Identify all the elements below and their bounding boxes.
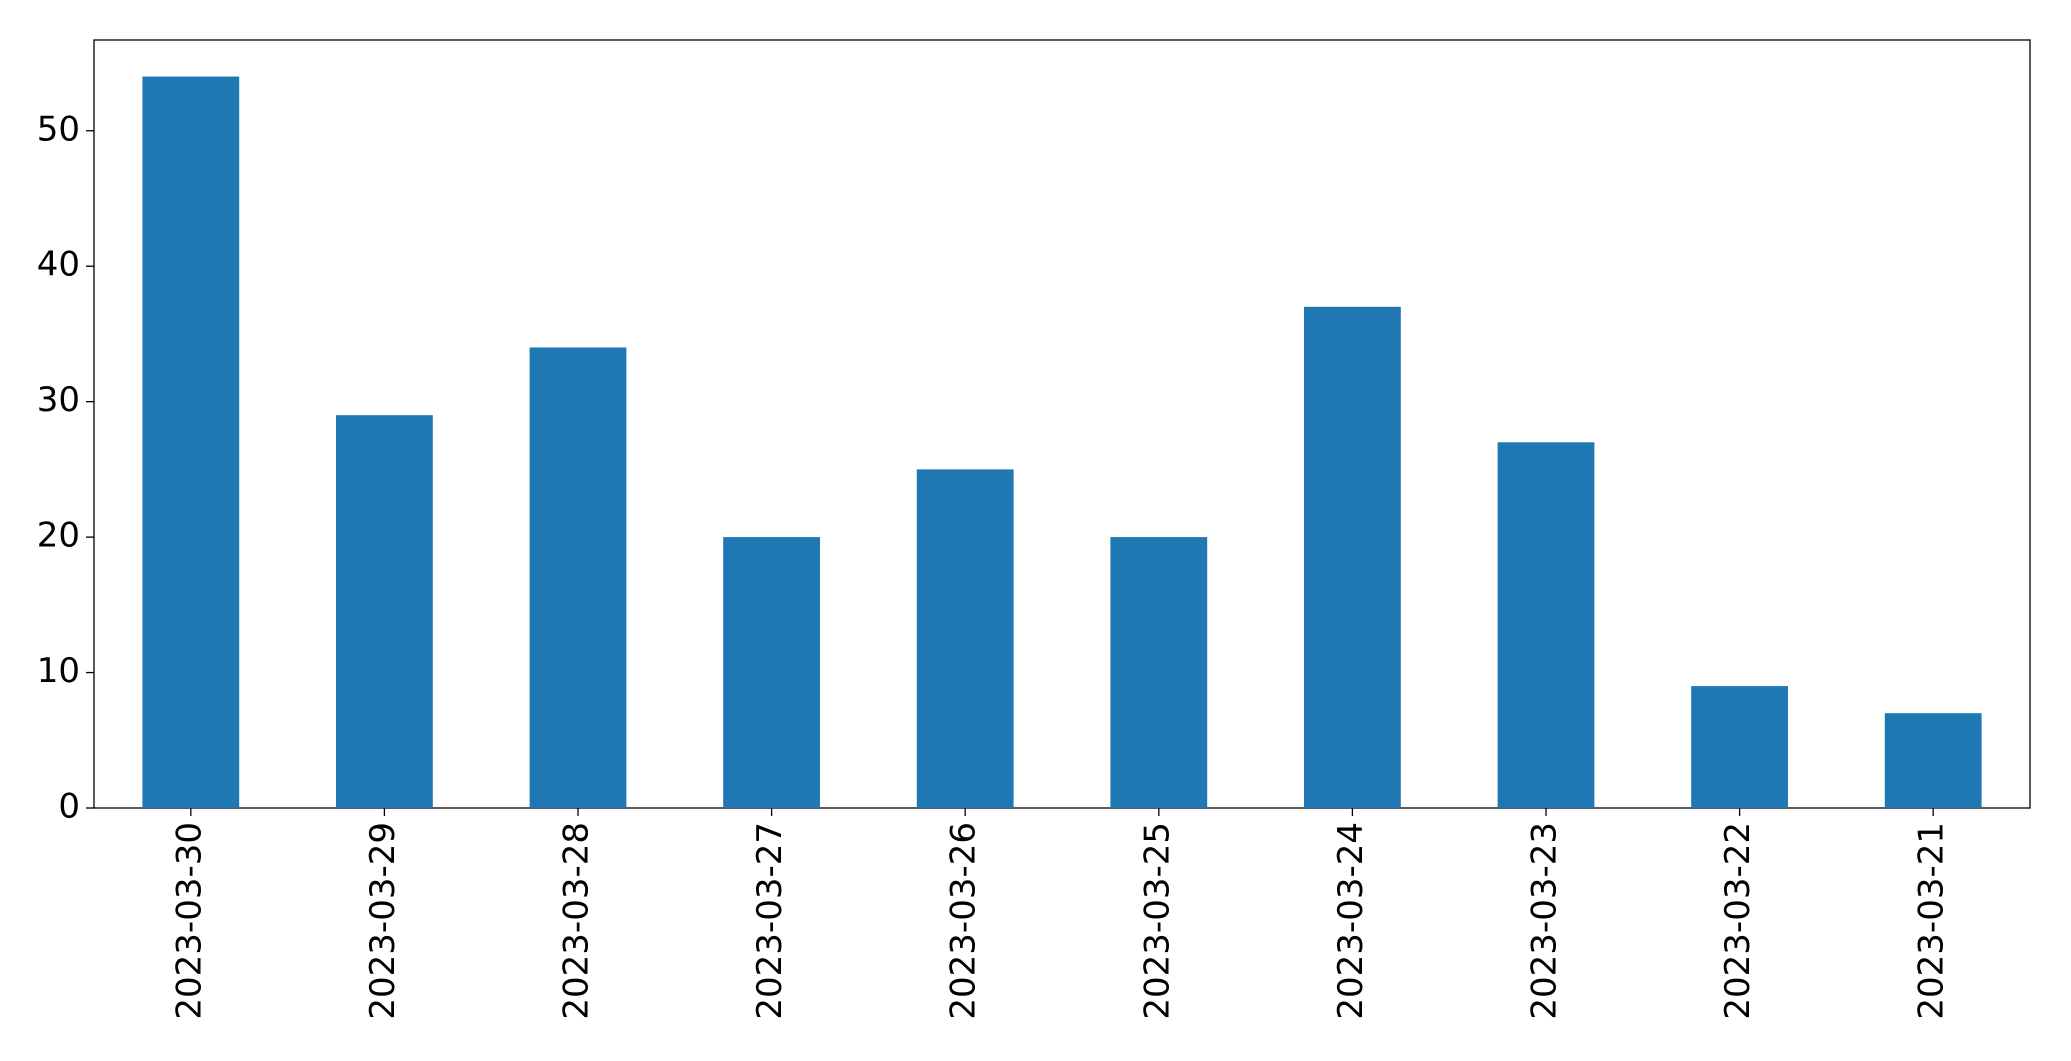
- x-tick-label: 2023-03-21: [1912, 822, 1952, 1020]
- x-tick-label: 2023-03-26: [944, 822, 984, 1020]
- y-tick-label: 20: [37, 516, 80, 556]
- bar: [529, 347, 627, 808]
- bar: [1884, 713, 1982, 808]
- x-tick-label: 2023-03-28: [557, 822, 597, 1020]
- x-tick-label: 2023-03-25: [1137, 822, 1177, 1020]
- x-tick-label: 2023-03-30: [169, 822, 209, 1020]
- x-tick-label: 2023-03-27: [750, 822, 790, 1020]
- bar: [1497, 442, 1595, 808]
- x-tick-label: 2023-03-22: [1718, 822, 1758, 1020]
- plot-frame: [93, 39, 2031, 809]
- bar: [916, 469, 1014, 808]
- bar: [723, 537, 820, 808]
- y-tick-label: 10: [37, 651, 80, 691]
- x-tick-label: 2023-03-24: [1331, 822, 1371, 1020]
- y-tick-label: 0: [58, 787, 80, 827]
- bar: [142, 76, 240, 809]
- bar: [336, 415, 433, 808]
- x-tick-label: 2023-03-29: [363, 822, 403, 1020]
- y-tick-label: 30: [37, 380, 80, 420]
- bar: [1110, 537, 1208, 808]
- y-tick-label: 50: [37, 109, 80, 149]
- y-tick-label: 40: [37, 245, 80, 285]
- x-tick-label: 2023-03-23: [1525, 822, 1565, 1020]
- bar: [1691, 686, 1788, 808]
- bar: [1304, 306, 1401, 808]
